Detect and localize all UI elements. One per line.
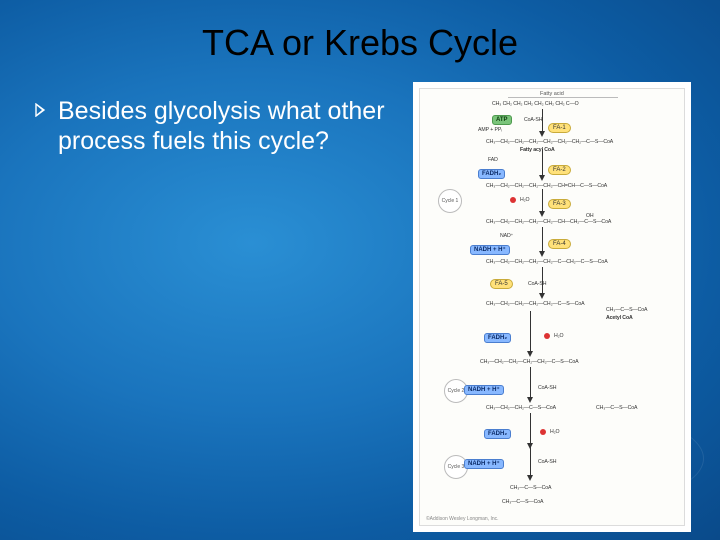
small-mol: H₂O <box>520 197 530 203</box>
chain-text: CH₃—C—S—CoA <box>596 405 637 411</box>
small-mol: CoA-SH <box>538 459 556 465</box>
small-mol: CoA-SH <box>524 117 542 123</box>
chain-text: CH₃—CH₂—CH₂—C—S—CoA <box>486 405 556 411</box>
chain-text: Fatty acyl CoA <box>520 147 555 153</box>
small-mol: NAD⁺ <box>500 233 513 239</box>
arrow-line <box>530 413 531 443</box>
small-mol: AMP + PPᵢ <box>478 127 502 133</box>
enzyme-badge: FA-1 <box>548 123 571 133</box>
bullet-item: Besides glycolysis what other process fu… <box>34 96 394 156</box>
content-area: Besides glycolysis what other process fu… <box>34 96 394 156</box>
cofactor-badge: NADH + H⁺ <box>464 385 504 395</box>
arrow-down-icon <box>527 351 533 357</box>
molecule-icon <box>544 333 550 339</box>
small-mol: Acetyl CoA <box>606 315 633 321</box>
atp-badge: ATP <box>492 115 512 125</box>
cofactor-badge: FADH₂ <box>484 333 511 343</box>
small-mol: CoA-SH <box>538 385 556 391</box>
arrow-line <box>530 367 531 397</box>
cofactor-badge: NADH + H⁺ <box>464 459 504 469</box>
diagram-inner: Fatty acid CH₃ CH₂ CH₂ CH₂ CH₂ CH₂ CH₂ C… <box>419 88 685 526</box>
arrow-line <box>542 149 543 175</box>
arrow-down-icon <box>527 397 533 403</box>
small-mol: OH <box>586 213 594 219</box>
molecule-icon <box>510 197 516 203</box>
enzyme-badge: FA-5 <box>490 279 513 289</box>
arrow-line <box>542 267 543 293</box>
chevron-icon <box>34 103 48 117</box>
arrow-down-icon <box>539 131 545 137</box>
bullet-text: Besides glycolysis what other process fu… <box>58 96 394 156</box>
arrow-line <box>542 189 543 211</box>
chain-text: CH₃—C—S—CoA <box>510 485 551 491</box>
chain-text: CH₃—CH₂—CH₂—CH₂—CH₂—C—CH₂—C—S—CoA <box>486 259 608 265</box>
cofactor-badge: FADH₂ <box>478 169 505 179</box>
arrow-down-icon <box>539 293 545 299</box>
small-mol: FAD <box>488 157 498 163</box>
arrow-line <box>530 447 531 475</box>
small-mol: H₂O <box>554 333 564 339</box>
diagram-credit: ©Addison Wesley Longman, Inc. <box>426 516 499 522</box>
chain-text: CH₃ CH₂ CH₂ CH₂ CH₂ CH₂ CH₂ C—O <box>492 101 579 107</box>
small-mol: H₂O <box>550 429 560 435</box>
cofactor-badge: FADH₂ <box>484 429 511 439</box>
arrow-line <box>542 109 543 131</box>
cycle-badge: Cycle 1 <box>438 189 462 213</box>
arrow-down-icon <box>527 475 533 481</box>
arrow-line <box>530 311 531 351</box>
small-mol: CoA-SH <box>528 281 546 287</box>
enzyme-badge: FA-3 <box>548 199 571 209</box>
diagram-figure: Fatty acid CH₃ CH₂ CH₂ CH₂ CH₂ CH₂ CH₂ C… <box>413 82 691 532</box>
arrow-down-icon <box>539 251 545 257</box>
enzyme-badge: FA-2 <box>548 165 571 175</box>
chain-text: CH₃—C—S—CoA <box>502 499 543 505</box>
chain-text: CH₃—CH₂—CH₂—CH₂—CH₂—CH₂—CH₂—C—S—CoA <box>486 139 613 145</box>
arrow-down-icon <box>539 211 545 217</box>
enzyme-badge: FA-4 <box>548 239 571 249</box>
arrow-line <box>542 227 543 251</box>
cofactor-badge: NADH + H⁺ <box>470 245 510 255</box>
chain-text: CH₃—C—S—CoA <box>606 307 647 313</box>
chain-text: CH₃—CH₂—CH₂—CH₂—CH₂—CH=CH—C—S—CoA <box>486 183 607 189</box>
arrow-down-icon <box>539 175 545 181</box>
page-title: TCA or Krebs Cycle <box>0 22 720 64</box>
chain-text: CH₃—CH₂—CH₂—CH₂—CH₂—CH—CH₂—C—S—CoA <box>486 219 611 225</box>
diagram-top-hr <box>508 97 618 98</box>
chain-text: CH₃—CH₂—CH₂—CH₂—CH₂—C—S—CoA <box>480 359 579 365</box>
chain-text: CH₃—CH₂—CH₂—CH₂—CH₂—C—S—CoA <box>486 301 585 307</box>
molecule-icon <box>540 429 546 435</box>
